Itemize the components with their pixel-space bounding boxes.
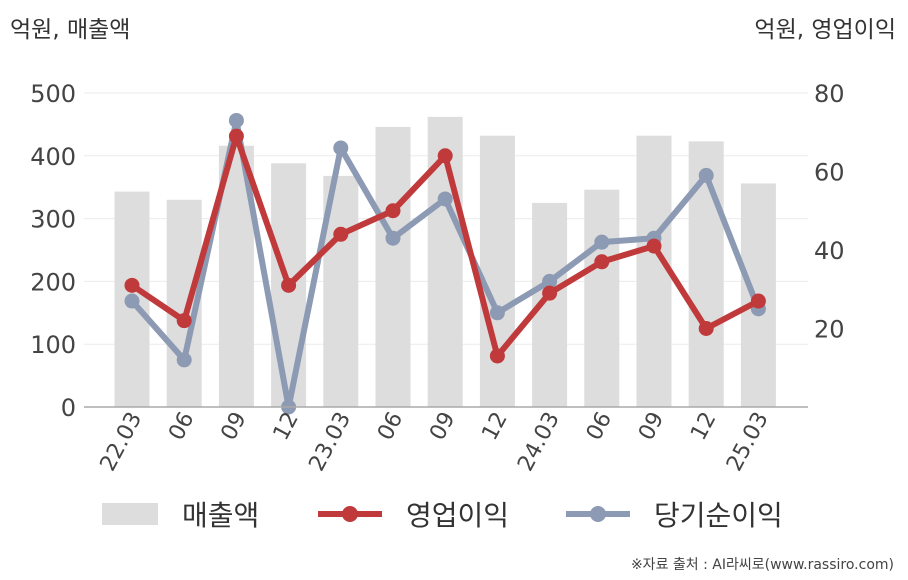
y-left-tick-label: 400 xyxy=(30,143,76,171)
x-tick-label: 06 xyxy=(164,408,199,444)
y-left-tick-label: 200 xyxy=(30,268,76,296)
net-point xyxy=(124,293,140,309)
x-tick-label: 09 xyxy=(634,408,669,444)
legend: 매출액 영업이익 당기순이익 xyxy=(0,492,908,536)
legend-item-operating: 영업이익 xyxy=(318,492,509,536)
operating-point xyxy=(385,203,401,219)
x-tick-label: 24.03 xyxy=(513,408,565,475)
revenue-bar xyxy=(479,135,515,408)
net-point xyxy=(176,352,192,368)
combo-chart: 22.03 06 09 12 23.03 06 09 12 24.03 06 09 12 25.03 0… xyxy=(30,80,844,475)
operating-point xyxy=(124,277,140,293)
x-tick-label: 12 xyxy=(686,408,721,444)
x-tick-label: 09 xyxy=(216,408,251,444)
y-right-tick-label: 40 xyxy=(814,237,845,265)
legend-label-operating: 영업이익 xyxy=(406,499,510,532)
y-right-tick-label: 80 xyxy=(814,80,845,108)
legend-swatch-revenue xyxy=(102,503,158,525)
operating-point xyxy=(281,277,297,293)
operating-point xyxy=(542,285,558,301)
legend-swatch-net xyxy=(566,503,630,525)
right-axis-unit: 억원, 영업이익 xyxy=(754,17,896,43)
y-left-tick-label: 300 xyxy=(30,206,76,234)
x-tick-label: 22.03 xyxy=(96,408,148,475)
y-left-tick-label: 100 xyxy=(30,331,76,359)
y-right-tick-label: 20 xyxy=(814,316,845,344)
revenue-bar xyxy=(636,135,672,408)
x-tick-label: 25.03 xyxy=(722,408,774,475)
legend-label-revenue: 매출액 xyxy=(182,499,260,532)
net-point xyxy=(594,234,610,250)
x-tick-label: 06 xyxy=(582,408,617,444)
operating-point xyxy=(437,148,453,164)
operating-point xyxy=(176,313,192,329)
net-point xyxy=(385,230,401,246)
y-tick-labels: 0 100 200 300 400 500 20 40 60 80 xyxy=(30,80,844,422)
net-point xyxy=(228,112,244,128)
y-left-tick-label: 500 xyxy=(30,80,76,108)
net-point xyxy=(698,167,714,183)
source-credit: ※자료 출처 : AI라씨로(www.rassiro.com) xyxy=(630,557,894,573)
legend-item-revenue: 매출액 xyxy=(102,492,259,536)
operating-point xyxy=(594,254,610,270)
x-tick-label: 23.03 xyxy=(304,408,356,475)
operating-point xyxy=(333,226,349,242)
legend-swatch-operating xyxy=(318,503,382,525)
operating-point xyxy=(646,238,662,254)
x-tick-label: 12 xyxy=(269,408,304,444)
revenue-bar xyxy=(375,126,411,408)
y-left-tick-label: 0 xyxy=(61,394,76,422)
net-point xyxy=(489,305,505,321)
y-right-tick-label: 60 xyxy=(814,159,845,187)
net-point xyxy=(437,191,453,207)
operating-point xyxy=(228,128,244,144)
x-tick-label: 12 xyxy=(477,408,512,444)
net-point xyxy=(542,273,558,289)
left-axis-unit: 억원, 매출액 xyxy=(10,17,131,43)
legend-label-net: 당기순이익 xyxy=(654,499,783,532)
operating-point xyxy=(750,293,766,309)
x-tick-labels: 22.03 06 09 12 23.03 06 09 12 24.03 06 09 12 25.03 xyxy=(96,408,774,475)
series-lines xyxy=(124,112,766,415)
x-tick-label: 09 xyxy=(425,408,460,444)
operating-point xyxy=(489,348,505,364)
revenue-bar xyxy=(584,189,620,407)
x-tick-label: 06 xyxy=(373,408,408,444)
net-point xyxy=(333,140,349,156)
legend-item-net: 당기순이익 xyxy=(566,492,783,536)
operating-point xyxy=(698,321,714,336)
